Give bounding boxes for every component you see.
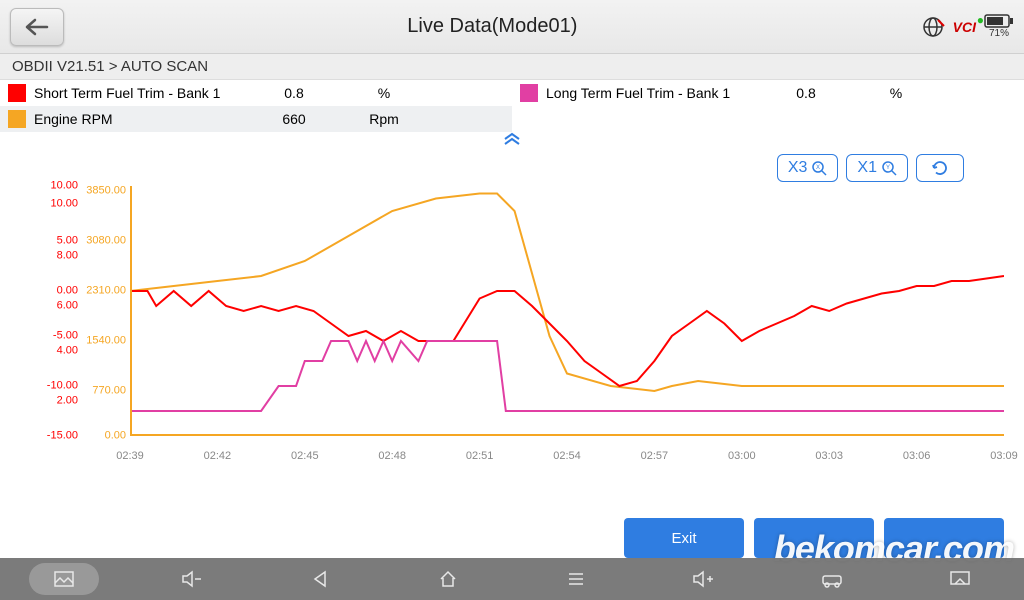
series-stft	[130, 276, 1004, 386]
car-icon	[821, 570, 843, 588]
back-button[interactable]	[10, 8, 64, 46]
param-unit: %	[334, 85, 434, 101]
refresh-icon	[931, 159, 949, 177]
y-zoom-label: X1	[857, 159, 877, 177]
nav-volume-down[interactable]	[128, 569, 256, 589]
param-swatch	[8, 110, 26, 128]
param-name: Long Term Fuel Trim - Bank 1	[546, 85, 766, 101]
battery-indicator: 71%	[984, 14, 1014, 39]
param-row-empty	[512, 106, 1024, 132]
param-row[interactable]: Long Term Fuel Trim - Bank 1 0.8 %	[512, 80, 1024, 106]
param-swatch	[520, 84, 538, 102]
param-unit: %	[846, 85, 946, 101]
nav-app-1[interactable]	[768, 570, 896, 588]
param-unit: Rpm	[334, 111, 434, 127]
exit-button[interactable]: Exit	[624, 518, 744, 558]
y-axis-orange: 3850.003080.002310.001540.00770.000.00	[80, 186, 128, 436]
gallery-icon	[54, 571, 74, 587]
zoom-y-icon: Y	[881, 160, 897, 176]
globe-icon	[921, 15, 945, 39]
nav-recent[interactable]	[512, 571, 640, 587]
svg-text:X: X	[816, 165, 820, 171]
page-title: Live Data(Mode01)	[64, 15, 921, 38]
nav-back[interactable]	[256, 569, 384, 589]
param-row[interactable]: Short Term Fuel Trim - Bank 1 0.8 %	[0, 80, 512, 106]
home-icon	[438, 569, 458, 589]
breadcrumb: OBDII V21.51 > AUTO SCAN	[0, 54, 1024, 80]
menu-icon	[567, 571, 585, 587]
volume-up-icon	[692, 569, 716, 589]
nav-home[interactable]	[384, 569, 512, 589]
param-name: Short Term Fuel Trim - Bank 1	[34, 85, 254, 101]
chart-area: 10.0010.005.008.000.006.00-5.004.00-10.0…	[0, 186, 1024, 476]
parameter-list: Short Term Fuel Trim - Bank 1 0.8 % Long…	[0, 80, 1024, 132]
param-swatch	[8, 84, 26, 102]
param-value: 660	[254, 111, 334, 127]
x-axis: 02:3902:4202:4502:4802:5102:5402:5703:00…	[130, 450, 1004, 466]
collapse-toggle[interactable]	[0, 132, 1024, 150]
action-button-2[interactable]	[754, 518, 874, 558]
chevron-up-double-icon	[502, 132, 522, 146]
vci-icon: VCI●	[953, 19, 976, 35]
series-ltft	[130, 341, 1004, 411]
x-axis-line	[130, 434, 1004, 436]
y-axis-line	[130, 186, 132, 436]
back-icon	[23, 17, 51, 37]
chart-svg	[130, 186, 1004, 436]
nav-gallery[interactable]	[0, 563, 128, 595]
battery-percent: 71%	[989, 28, 1009, 39]
header-bar: Live Data(Mode01) VCI● 71%	[0, 0, 1024, 54]
param-value: 0.8	[766, 85, 846, 101]
action-button-3[interactable]	[884, 518, 1004, 558]
param-name: Engine RPM	[34, 111, 254, 127]
volume-down-icon	[181, 569, 203, 589]
series-rpm	[130, 194, 1004, 392]
chart-plot[interactable]	[130, 186, 1004, 436]
x-zoom-label: X3	[788, 159, 808, 177]
y-axis-red: 10.0010.005.008.000.006.00-5.004.00-10.0…	[38, 186, 80, 436]
chart-controls: X3 X X1 Y	[0, 150, 1024, 186]
nav-volume-up[interactable]	[640, 569, 768, 589]
zoom-x-icon: X	[811, 160, 827, 176]
param-row[interactable]: Engine RPM 660 Rpm	[0, 106, 512, 132]
refresh-button[interactable]	[916, 154, 964, 182]
triangle-back-icon	[310, 569, 330, 589]
y-zoom-button[interactable]: X1 Y	[846, 154, 908, 182]
android-nav-bar	[0, 558, 1024, 600]
svg-text:Y: Y	[886, 165, 890, 171]
x-zoom-button[interactable]: X3 X	[777, 154, 839, 182]
cast-icon	[949, 570, 971, 588]
param-value: 0.8	[254, 85, 334, 101]
nav-app-2[interactable]	[896, 570, 1024, 588]
status-icons: VCI● 71%	[921, 14, 1014, 39]
